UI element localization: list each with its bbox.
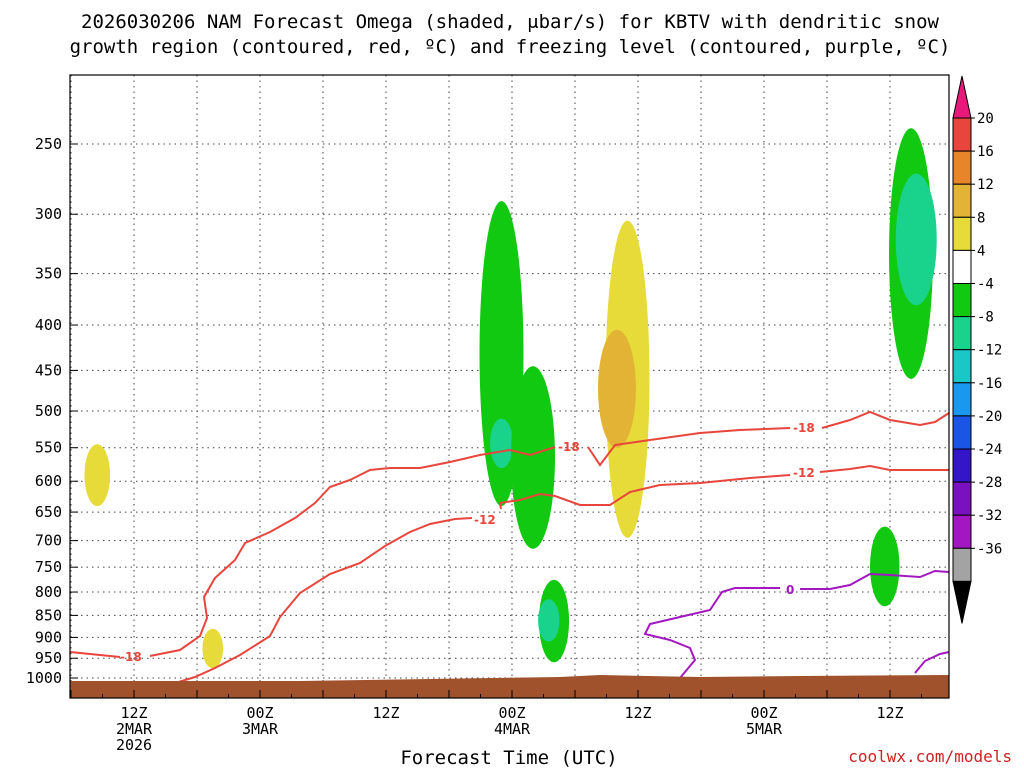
y-tick-label: 250 [35, 135, 62, 153]
y-tick-label: 550 [35, 439, 62, 457]
y-tick-label: 450 [35, 361, 62, 379]
plot-area: -18 -18 -18 -12 -12 0 [69, 74, 950, 699]
colorbar-segment [952, 448, 972, 483]
colorbar-label: 12 [977, 177, 994, 193]
x-tick-label: 2026 [116, 736, 152, 754]
x-tick-label: 00Z [498, 704, 525, 722]
omega-region [511, 366, 555, 549]
dgz-contour-minus18 [69, 410, 950, 658]
x-tick-label: 4MAR [494, 720, 531, 738]
x-tick-label: 00Z [246, 704, 273, 722]
x-tick-label: 12Z [876, 704, 903, 722]
colorbar-label: -24 [977, 442, 1002, 458]
colorbar-top-arrow [952, 75, 972, 119]
colorbar-segment [952, 249, 972, 284]
x-tick-label: 12Z [624, 704, 651, 722]
colorbar-segment [952, 514, 972, 549]
x-tick-label: 12Z [120, 704, 147, 722]
y-axis: 250 300 350 400 450 500 550 600 650 700 750 800 850 9… [26, 135, 78, 687]
dgz-label-5: -12 [793, 466, 815, 480]
colorbar-label: -32 [977, 508, 1002, 524]
omega-region [202, 628, 224, 669]
colorbar-segment [952, 183, 972, 218]
colorbar-label: -16 [977, 376, 1002, 392]
y-tick-label: 1000 [26, 669, 62, 687]
colorbar-segment [952, 117, 972, 152]
colorbar-label: -12 [977, 343, 1002, 359]
plot-frame [69, 74, 950, 699]
colorbar-segment [952, 382, 972, 417]
grid [70, 75, 949, 698]
colorbar-label: 20 [977, 111, 994, 127]
y-tick-label: 650 [35, 503, 62, 521]
y-tick-label: 350 [35, 265, 62, 283]
contours: -18 -18 -18 -12 -12 0 [69, 410, 950, 685]
y-tick-label: 500 [35, 402, 62, 420]
omega-region [490, 418, 513, 469]
x-tick-label: 00Z [750, 704, 777, 722]
freezing-label: 0 [786, 583, 794, 597]
x-tick-label: 3MAR [242, 720, 279, 738]
colorbar-segment [952, 481, 972, 516]
colorbar-label: 16 [977, 144, 994, 160]
colorbar-label: -20 [977, 409, 1002, 425]
x-axis-label: Forecast Time (UTC) [400, 747, 617, 768]
omega-region [869, 526, 900, 607]
y-tick-label: 800 [35, 583, 62, 601]
omega-shading [84, 128, 937, 669]
surface-terrain [70, 675, 949, 698]
colorbar-label: -4 [977, 277, 994, 293]
freezing-level-contour-right [914, 651, 950, 674]
dgz-contour-minus12 [171, 464, 949, 685]
omega-region [84, 444, 111, 507]
x-tick-label: 12Z [372, 704, 399, 722]
y-tick-label: 900 [35, 628, 62, 646]
dgz-label-3: -18 [793, 421, 815, 435]
y-tick-label: 850 [35, 606, 62, 624]
colorbar-label: -8 [977, 310, 994, 326]
y-tick-label: 600 [35, 472, 62, 490]
y-tick-label: 700 [35, 532, 62, 550]
dgz-label-2: -18 [558, 440, 580, 454]
colorbar-label: 8 [977, 210, 985, 226]
colorbar-label: 4 [977, 243, 985, 259]
x-tick-label: 2MAR [116, 720, 153, 738]
colorbar-segment [952, 547, 972, 582]
omega-region [538, 599, 560, 642]
colorbar-segment [952, 150, 972, 185]
dgz-label-4: -12 [474, 513, 496, 527]
credit-text: coolwx.com/models [848, 747, 1012, 766]
x-tick-label: 5MAR [746, 720, 783, 738]
freezing-level-contour [643, 569, 950, 679]
y-tick-label: 950 [35, 649, 62, 667]
dgz-label-1: -18 [120, 650, 142, 664]
colorbar-segment [952, 316, 972, 351]
y-tick-label: 300 [35, 205, 62, 223]
colorbar-label: -28 [977, 475, 1002, 491]
colorbar-bottom-arrow [952, 580, 972, 624]
colorbar-segment [952, 216, 972, 251]
chart-title-line1: 2026030206 NAM Forecast Omega (shaded, μ… [81, 11, 939, 33]
colorbar-label: -36 [977, 541, 1002, 557]
colorbar-segment [952, 415, 972, 450]
omega-region [598, 329, 636, 448]
colorbar: 20 16 12 8 4 -4 -8 -12 -16 -20 -24 -28 -32 -36 [952, 75, 1002, 624]
y-tick-label: 400 [35, 316, 62, 334]
colorbar-segment [952, 283, 972, 318]
chart-title-line2: growth region (contoured, red, ºC) and f… [70, 36, 951, 58]
omega-region [895, 173, 937, 306]
colorbar-segment [952, 349, 972, 384]
y-tick-label: 750 [35, 558, 62, 576]
